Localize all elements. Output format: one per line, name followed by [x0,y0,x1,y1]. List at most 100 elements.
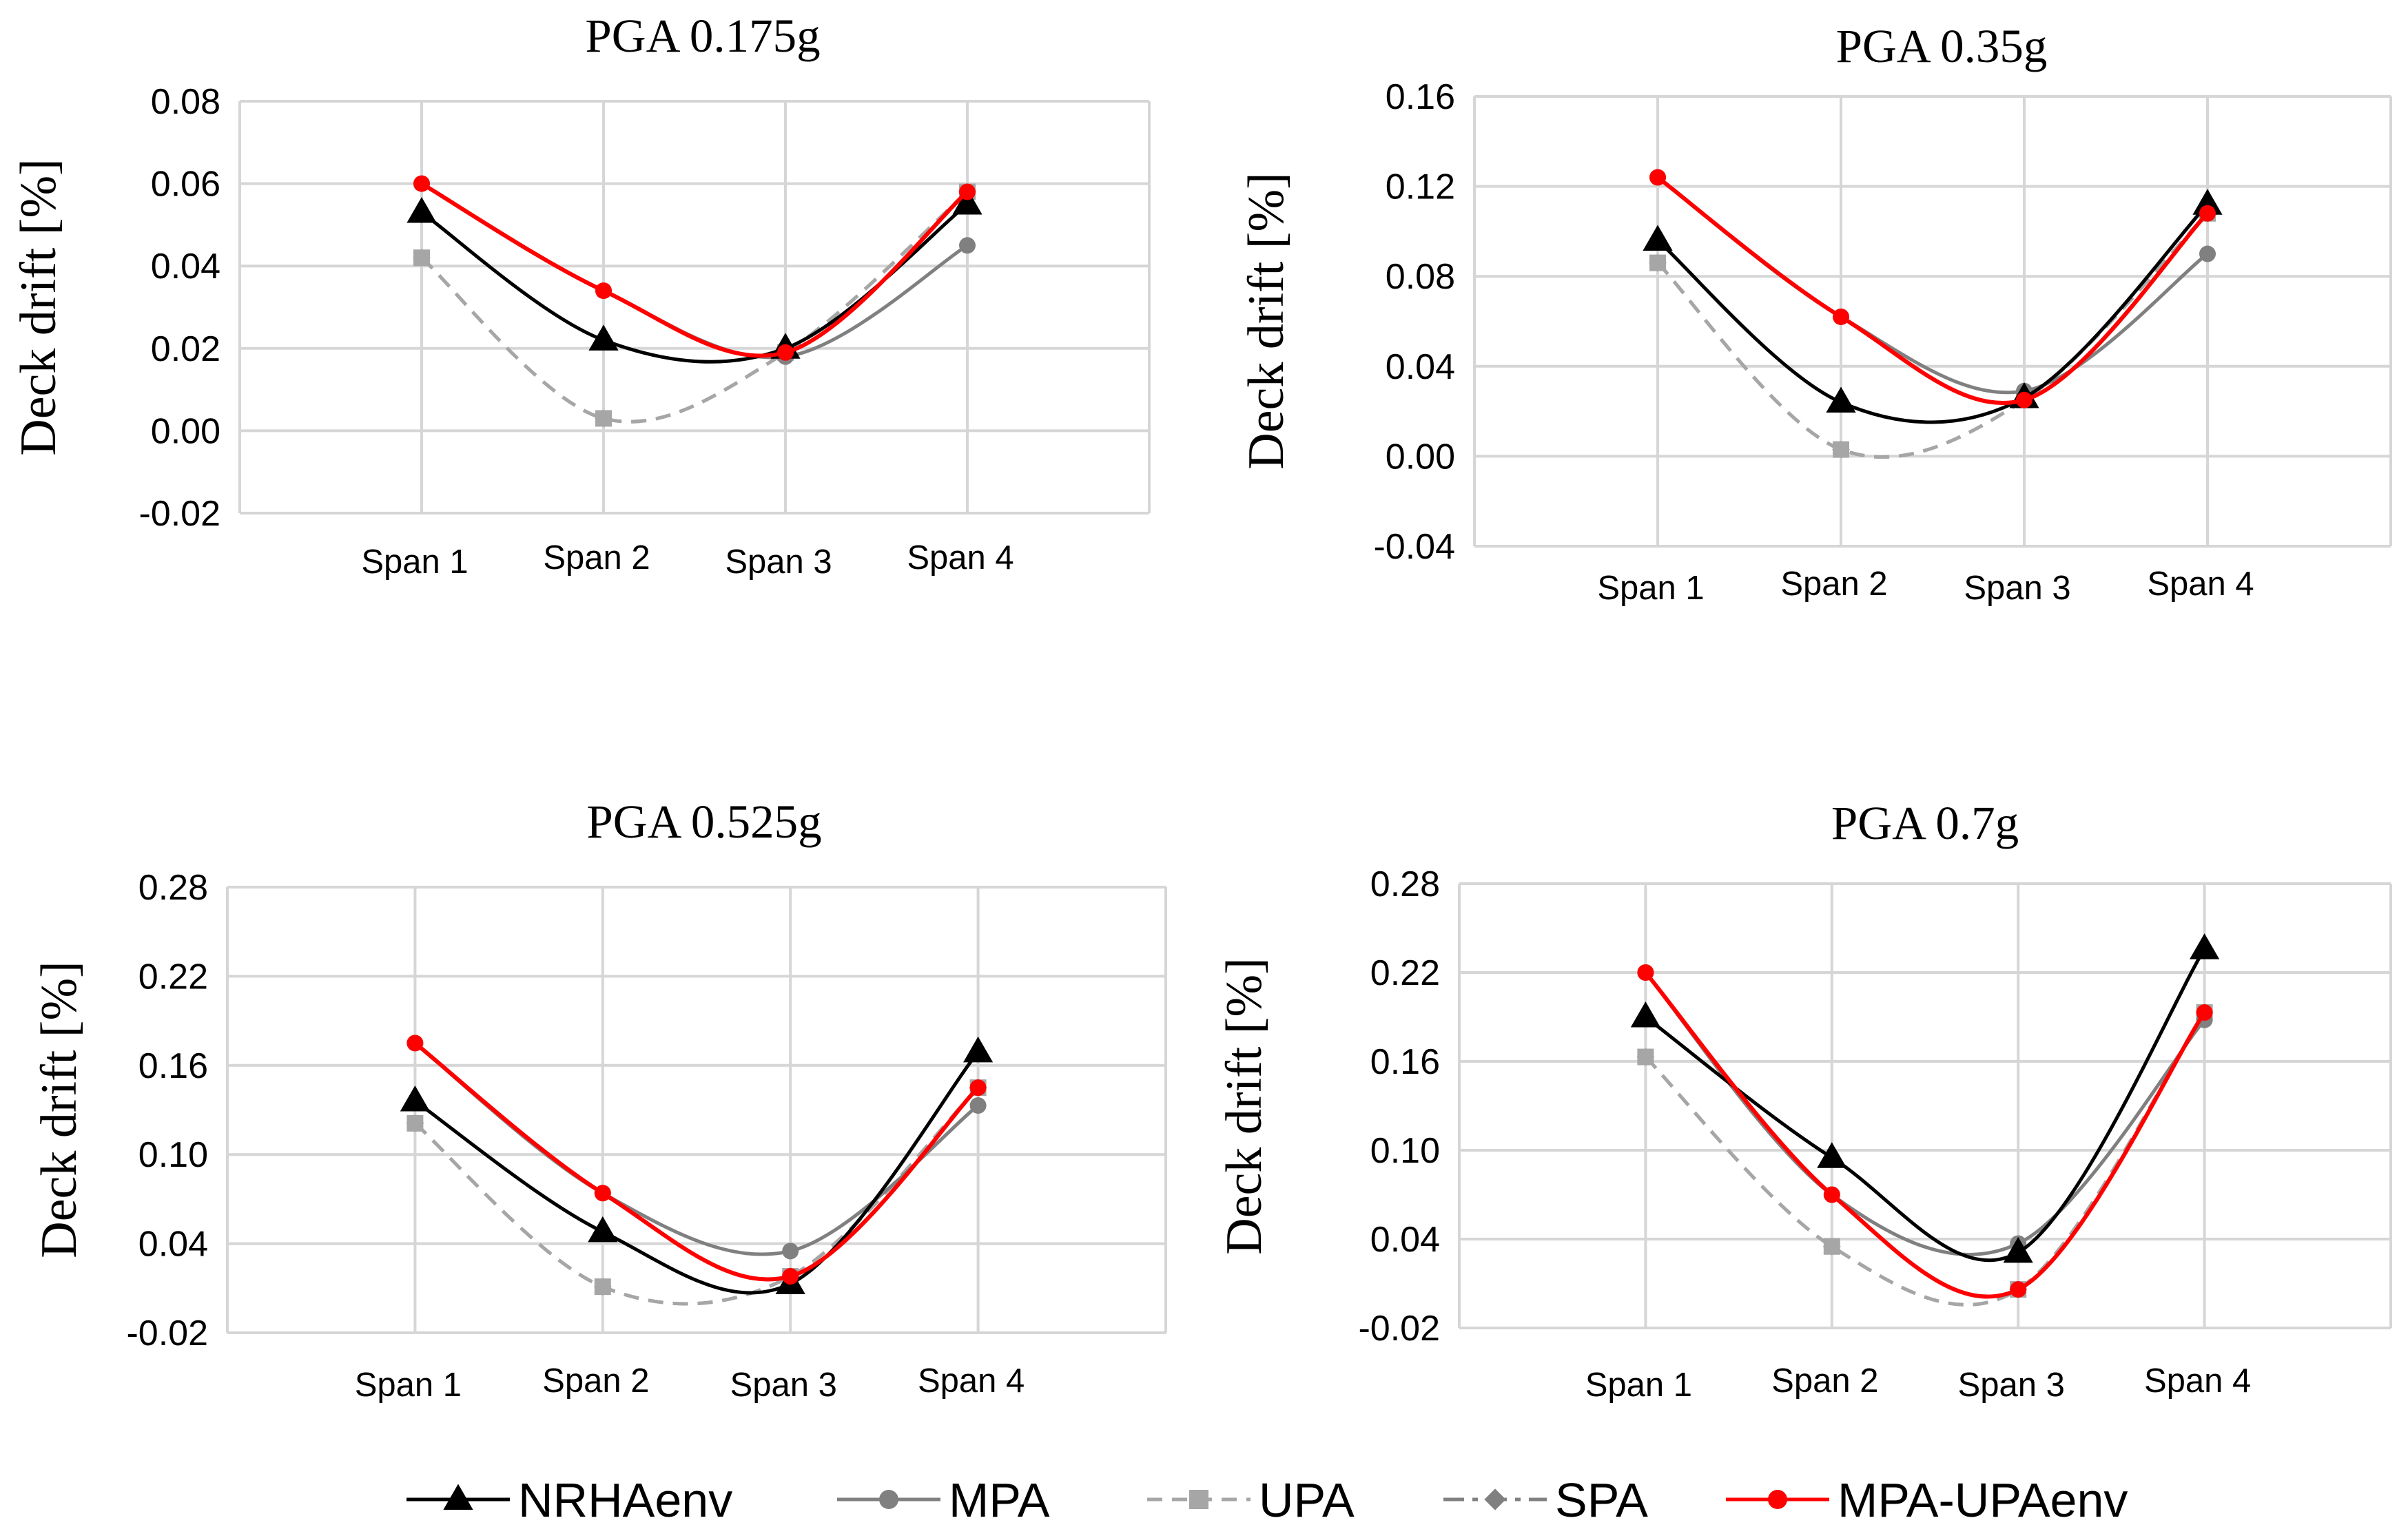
series-line-mpa-upaenv [420,182,969,358]
data-point-nrhaenv [407,196,437,223]
series-line-mpa [413,1041,980,1256]
x-category-label: Span 2 [1780,565,1887,603]
y-tick-label: 0.28 [1370,864,1440,904]
legend-label: UPA [1259,1473,1355,1527]
x-category-label: Span 1 [1585,1367,1692,1404]
series-nrhaenv [1643,189,2223,424]
data-point-nrhaenv [400,1085,430,1112]
x-category-label: Span 3 [1964,570,2070,607]
series-line-nrhaenv [1644,948,2206,1263]
x-category-label: Span 4 [907,539,1013,576]
data-point-mpa [959,237,976,254]
series-line-upa [1656,212,2209,459]
series-spa [1649,204,2216,459]
y-tick-label: 0.10 [1370,1131,1440,1171]
y-tick-label: 0.04 [151,247,220,287]
x-category-label: Span 1 [361,543,468,581]
y-tick-label: 0.08 [1386,257,1455,297]
data-point-upa [1637,1048,1654,1066]
series-line-nrhaenv [1656,203,2209,424]
data-point-mpa-upaenv [2010,1281,2027,1298]
y-tick-label: 0.16 [1386,77,1455,117]
y-tick-label: 0.16 [138,1046,208,1086]
data-point-mpa-upaenv [2016,391,2033,408]
y-tick-label: -0.04 [1373,527,1455,567]
x-category-label: Span 3 [725,543,832,581]
data-point-upa [594,1278,611,1296]
data-point-mpa-upaenv [413,175,430,192]
data-point-nrhaenv [588,324,619,351]
x-category-label: Span 4 [2144,1362,2251,1400]
data-point-mpa [969,1097,987,1114]
data-point-upa [1649,254,1666,271]
series-upa [413,183,976,427]
y-tick-label: 0.22 [1370,953,1440,993]
data-point-upa [407,1114,424,1132]
legend-marker [1189,1490,1208,1509]
data-point-nrhaenv [588,1216,618,1243]
data-point-mpa-upaenv [2196,1004,2213,1021]
y-tick-label: 0.22 [138,957,208,997]
data-point-mpa-upaenv [777,344,794,361]
legend-item-upa: UPA [1147,1473,1355,1527]
data-point-mpa [2199,245,2216,262]
data-point-nrhaenv [2192,189,2223,215]
legend-marker [879,1490,898,1509]
legend-item-spa: SPA [1443,1473,1648,1527]
y-tick-label: 0.00 [1386,437,1455,477]
series-mpa-upaenv [1649,169,2216,408]
data-point-mpa-upaenv [1833,308,1849,325]
chart-title: PGA 0.525g [586,796,821,848]
series-mpa [1637,964,2213,1256]
data-point-nrhaenv [1817,1142,1847,1168]
data-point-nrhaenv [952,189,982,215]
series-line-upa [1644,1011,2206,1307]
data-point-upa [413,249,430,267]
data-point-mpa-upaenv [1637,964,1654,981]
data-point-nrhaenv [1643,225,1673,251]
series-line-upa [413,1086,980,1306]
y-tick-label: 0.04 [138,1225,208,1265]
data-point-mpa-upaenv [1823,1186,1840,1203]
y-axis-label: Deck drift [%] [1216,957,1273,1254]
legend-item-mpa-upaenv: MPA-UPAenv [1726,1473,2128,1527]
series-nrhaenv [1630,933,2220,1263]
y-tick-label: 0.00 [151,411,220,451]
data-point-mpa-upaenv [969,1079,987,1097]
x-category-label: Span 3 [1958,1367,2065,1404]
series-mpa [1649,169,2216,399]
y-tick-label: 0.06 [151,165,220,205]
data-point-nrhaenv [963,1036,994,1063]
data-point-nrhaenv [1826,386,1856,413]
y-tick-label: 0.10 [138,1135,208,1175]
legend-marker [1768,1490,1787,1509]
series-upa [1649,205,2216,459]
series-line-mpa-upaenv [1644,971,2207,1299]
x-category-label: Span 3 [730,1367,837,1404]
legend-label: NRHAenv [518,1473,732,1527]
y-tick-label: 0.04 [1386,347,1455,387]
series-mpa-upaenv [1637,964,2213,1299]
series-spa [413,183,976,428]
data-point-mpa-upaenv [595,282,612,300]
y-tick-label: 0.28 [138,868,208,908]
y-tick-label: 0.08 [151,82,220,122]
series-mpa [407,1035,987,1260]
chart-title: PGA 0.7g [1831,797,2019,849]
series-line-upa [420,190,969,424]
x-category-label: Span 1 [355,1367,462,1404]
data-point-mpa-upaenv [959,183,976,200]
series-line-spa [413,1086,980,1306]
data-point-nrhaenv [2190,933,2220,959]
x-category-label: Span 2 [1771,1362,1878,1400]
series-mpa-upaenv [407,1035,987,1285]
data-point-mpa-upaenv [407,1035,424,1052]
data-point-nrhaenv [2003,1236,2033,1263]
y-tick-label: -0.02 [1358,1309,1440,1349]
legend-marker [1484,1488,1506,1510]
data-point-mpa-upaenv [1649,169,1666,186]
data-point-mpa-upaenv [2199,205,2216,222]
chart-panel-2: 0.16 0.12 0.08 0.04 0.00 -0.04 Span 1 Span 2 Spa… [1238,20,2392,607]
chart-panel-3: 0.28 0.22 0.16 0.10 0.04 -0.02 Span 1 Span 2 Spa… [31,796,1167,1404]
